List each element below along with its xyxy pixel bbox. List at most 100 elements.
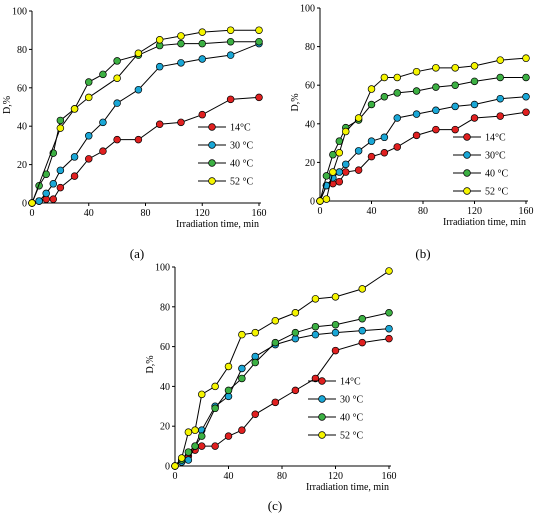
panel-b-legend-marker [463,169,471,177]
panel-a-data-point [84,155,93,163]
panel-b-data-point [451,81,459,89]
panel-a-label: (a) [130,246,144,261]
panel-b-data-point [335,149,344,157]
panel-c-data-point [271,398,280,407]
panel-c-data-point [358,338,367,347]
panel-b-data-point [470,77,479,86]
panel-a-data-point [177,39,185,48]
panel-b-legend-marker [463,187,471,195]
panel-b-data-point [522,108,530,116]
panel-a-data-point [56,116,65,125]
panel-b-data-point [380,133,389,142]
panel-b-data-point [432,83,440,91]
panel-a-data-point [56,183,65,192]
panel-c-data-point [211,442,219,450]
panel-c-series-52 [171,267,393,470]
panel-a-data-point [155,36,164,44]
panel-c-data-point [358,285,367,293]
panel-b-data-point [342,127,350,136]
panel-b-y-tick-label: 100 [300,4,315,15]
panel-b-y-tick-label: 40 [305,119,315,130]
panel-c-data-point [191,426,199,434]
panel-a-data-point [255,37,263,46]
panel-a-data-point [84,132,93,140]
panel-c-data-point [291,386,300,395]
panel-a-x-tick-label: 120 [195,208,210,219]
panel-a-data-point [84,93,93,102]
panel-b-data-point [367,137,376,145]
panel-b-data-point [367,152,376,161]
panel-b-data-point [354,114,363,122]
panel-b-data-point [393,73,402,82]
panel-a-data-point [255,26,263,34]
panel-b-data-point [380,93,389,101]
panel-c-data-point [385,309,393,317]
panel-a-data-point [99,118,107,127]
panel-c-y-tick-label: 100 [155,263,170,274]
panel-c-data-point [198,390,206,399]
panel-a-chart: 0 40 80 120 160 0 20 40 60 80 100 D,% Irradiation ti… [2,7,267,262]
panel-a-data-point [99,147,107,155]
panel-b-data-point [432,64,440,72]
panel-a-data-point [255,93,263,102]
panel-c-data-point [198,432,206,440]
panel-a-data-point [42,189,50,198]
panel-c-data-point [385,334,393,343]
panel-a-data-point [99,70,107,79]
panel-a-legend-label: 30 °C [230,141,253,152]
panel-a-series-line [31,43,260,204]
panel-a-data-point [113,99,121,107]
panel-b-data-point [342,168,350,176]
panel-b-x-tick-label: 0 [318,206,323,217]
panel-c-legend-marker [318,431,326,439]
panel-a-data-point [198,39,207,48]
panel-c-legend-label: 52 °C [340,431,363,442]
panel-b-x-tick-label: 120 [467,206,482,217]
panel-b-legend-label: 30°C [485,151,506,162]
panel-a-legend-marker [208,177,216,185]
panel-b-data-point [522,93,530,101]
panel-b-x-tick-label: 40 [367,206,377,217]
panel-a-data-point [155,120,164,129]
panel-a-y-tick-label: 0 [22,199,27,210]
panel-a-data-point [56,166,65,175]
panel-c-x-tick-label: 0 [173,471,178,482]
panel-a-data-point [49,195,58,203]
panel-a-data-point [70,105,79,113]
panel-a-data-point [198,55,207,63]
panel-c-data-point [184,428,193,436]
panel-b-data-point [522,54,530,62]
panel-b-data-point [393,89,402,97]
panel-c-legend-marker [318,395,326,403]
panel-b-series-line [319,96,527,202]
panel-a-data-point [113,74,121,82]
panel-c-data-point [184,456,193,464]
panel-a-data-point [70,153,79,161]
panel-b-data-point [322,172,331,180]
panel-b-data-point [367,85,376,93]
panel-c-x-tick-label: 160 [382,471,397,482]
panel-c-data-point [331,320,340,329]
panel-b-data-point [354,166,363,174]
panel-a-data-point [155,62,164,71]
panel-b-x-tick-label: 160 [519,206,534,217]
panel-a-data-point [49,180,58,188]
panel-b-data-point [380,149,389,157]
panel-b-data-point [451,102,459,111]
panel-b-y-tick-label: 0 [310,197,315,208]
panel-a-x-tick-label: 80 [141,208,151,219]
panel-c-x-axis-label: Irradiation time, min [306,482,389,493]
panel-a-x-tick-label: 160 [252,208,267,219]
panel-c-data-point [224,362,233,371]
panel-c-x-tick-label: 40 [224,471,234,482]
panel-b-data-point [412,110,421,118]
panel-a-data-point [226,37,235,46]
panel-b-data-point [380,73,389,82]
panel-a-data-point [56,124,65,132]
panel-c-data-point [224,432,233,440]
panel-c-data-point [271,316,280,325]
panel-b-y-tick-label: 60 [305,81,315,92]
panel-b-data-point [329,150,337,159]
panel-b-chart: 0 40 80 120 160 0 20 40 60 80 100 D,% Irradiation ti… [290,4,534,262]
panel-a-data-point [113,57,121,65]
